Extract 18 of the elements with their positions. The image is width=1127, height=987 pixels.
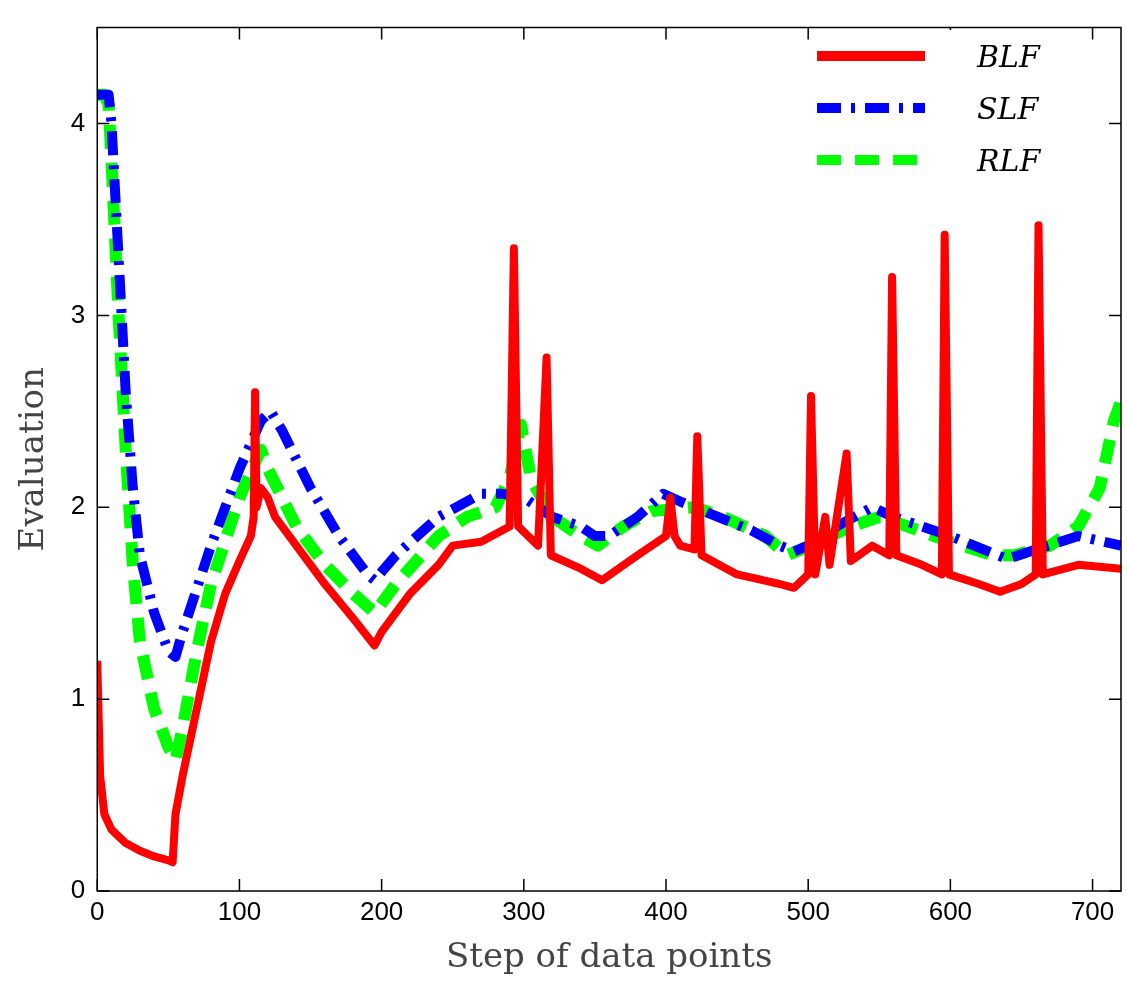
x-axis-title: Step of data points: [445, 935, 773, 976]
legend-label: BLF: [977, 38, 1042, 74]
x-tick-label: 600: [928, 895, 973, 926]
y-tick-label: 0: [70, 874, 86, 905]
x-tick-label: 700: [1070, 895, 1115, 926]
y-tick-label: 3: [70, 298, 86, 329]
legend-label: RLF: [977, 142, 1042, 178]
x-tick-label: 200: [359, 895, 404, 926]
y-tick-label: 2: [70, 490, 86, 521]
y-tick-label: 4: [70, 106, 86, 137]
x-tick-label: 0: [90, 895, 105, 926]
x-tick-label: 500: [786, 895, 830, 926]
x-tick-label: 100: [217, 895, 262, 926]
y-tick-label: 1: [70, 682, 86, 713]
y-axis-title: Evaluation: [11, 367, 52, 552]
x-tick-label: 300: [502, 895, 546, 926]
x-tick-label: 400: [644, 895, 688, 926]
legend-label: SLF: [977, 90, 1040, 126]
